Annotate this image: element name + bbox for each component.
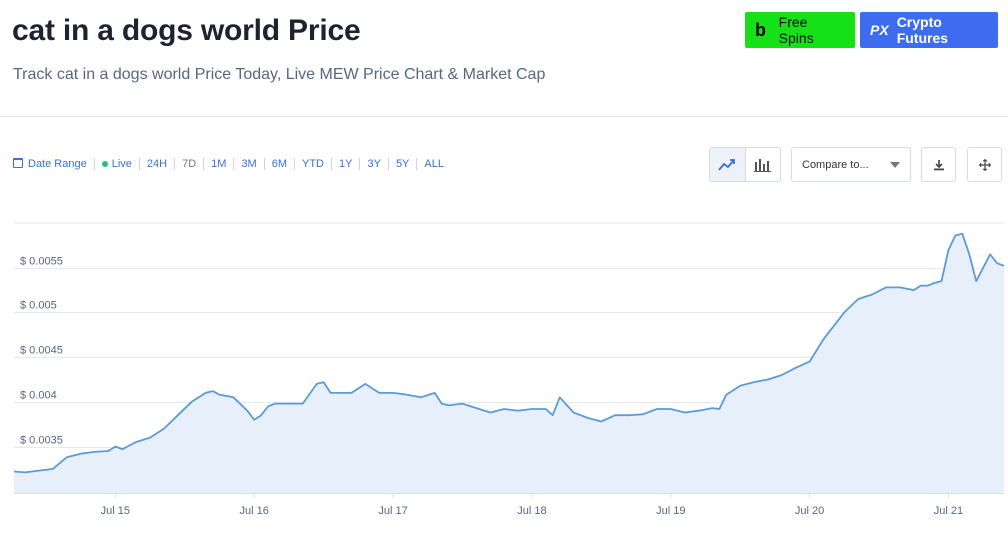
live-dot-icon — [101, 161, 108, 168]
x-tick-label: Jul 17 — [378, 505, 407, 517]
crypto-futures-button[interactable]: PX Crypto Futures — [860, 12, 998, 48]
x-tick-label: Jul 16 — [240, 505, 269, 517]
range-all[interactable]: ALL — [424, 158, 444, 170]
line-chart-icon — [718, 158, 736, 171]
date-range-label: Date Range — [28, 158, 87, 170]
fullscreen-button[interactable] — [967, 147, 1002, 182]
y-tick-label: $ 0.005 — [20, 300, 57, 312]
header-divider — [0, 116, 1008, 117]
bar-chart-icon — [753, 158, 771, 172]
range-separator — [294, 158, 295, 170]
date-range-button[interactable]: Date Range — [13, 158, 87, 170]
price-line — [13, 232, 1005, 474]
range-7d[interactable]: 7D — [182, 158, 197, 170]
range-6m[interactable]: 6M — [271, 158, 287, 170]
y-tick-label: $ 0.0035 — [20, 435, 63, 447]
range-separator — [233, 158, 235, 170]
range-ytd[interactable]: YTD — [302, 158, 324, 170]
download-button[interactable] — [921, 147, 956, 182]
range-separator — [203, 158, 205, 170]
b-logo-icon: b — [755, 20, 766, 40]
range-separator — [263, 158, 265, 170]
line-chart-button[interactable] — [710, 148, 745, 181]
range-separator — [416, 158, 418, 170]
chevron-down-icon — [890, 162, 900, 168]
x-tick-label: Jul 18 — [517, 505, 546, 517]
download-icon — [933, 159, 944, 170]
live-button[interactable]: Live — [101, 158, 132, 170]
range-3m[interactable]: 3M — [241, 158, 257, 170]
bar-chart-button[interactable] — [744, 148, 781, 181]
calendar-icon — [13, 158, 23, 168]
range-separator — [331, 158, 332, 170]
y-tick-label: $ 0.0045 — [20, 345, 63, 357]
price-chart[interactable]: $ 0.003$ 0.0035$ 0.004$ 0.0045$ 0.005$ 0… — [0, 195, 1008, 559]
compare-dropdown[interactable]: Compare to... — [791, 147, 911, 182]
range-separator — [359, 158, 361, 170]
range-separator — [93, 158, 95, 170]
free-spins-label: Free Spins — [778, 14, 814, 46]
px-logo-icon: PX — [870, 22, 889, 38]
range-1y[interactable]: 1Y — [339, 158, 353, 170]
page-title: cat in a dogs world Price — [12, 14, 361, 47]
range-separator — [138, 158, 140, 170]
y-tick-label: $ 0.004 — [20, 390, 57, 402]
range-1m[interactable]: 1M — [211, 158, 227, 170]
range-separator — [387, 158, 389, 170]
y-tick-label: $ 0.0055 — [20, 256, 63, 268]
price-area — [14, 233, 1004, 493]
live-label: Live — [111, 158, 132, 170]
x-tick-label: Jul 21 — [934, 505, 963, 517]
chart-type-toggle — [709, 147, 781, 182]
page-subtitle: Track cat in a dogs world Price Today, L… — [13, 66, 546, 83]
range-separator — [174, 158, 176, 170]
compare-label: Compare to... — [802, 158, 869, 171]
range-24h[interactable]: 24H — [146, 158, 168, 170]
crypto-futures-label: Crypto Futures — [896, 14, 949, 46]
range-bar: Date Range Live 24H 7D 1M 3M 6M YTD 1Y 3… — [13, 158, 444, 170]
range-5y[interactable]: 5Y — [395, 158, 410, 170]
free-spins-button[interactable]: b Free Spins — [745, 12, 855, 48]
range-3y[interactable]: 3Y — [367, 158, 381, 170]
x-tick-label: Jul 19 — [656, 505, 685, 517]
move-icon — [978, 158, 991, 171]
x-tick-label: Jul 20 — [795, 505, 824, 517]
x-tick-label: Jul 15 — [101, 505, 130, 517]
